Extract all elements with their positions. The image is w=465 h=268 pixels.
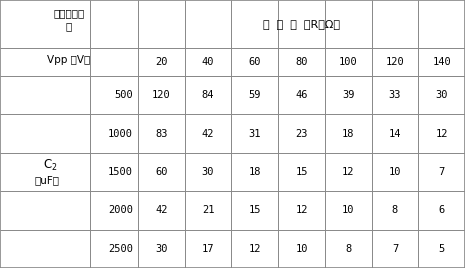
Text: 输出纹波电: 输出纹波电 [53,8,85,18]
Text: 21: 21 [202,205,214,215]
Text: 20: 20 [155,57,167,67]
Text: 2000: 2000 [108,205,133,215]
Text: 39: 39 [342,90,354,100]
Text: Vpp （V）: Vpp （V） [47,55,91,65]
Text: 30: 30 [155,244,167,254]
Text: 59: 59 [248,90,261,100]
Text: 100: 100 [339,57,358,67]
Text: 1500: 1500 [108,167,133,177]
Text: 2500: 2500 [108,244,133,254]
Text: 负  载  电  阻R（Ω）: 负 载 电 阻R（Ω） [263,19,340,29]
Text: 5: 5 [438,244,445,254]
Text: 23: 23 [295,129,308,139]
Text: 120: 120 [152,90,171,100]
Text: 120: 120 [385,57,404,67]
Text: 压: 压 [66,21,72,31]
Text: C: C [43,158,51,170]
Text: 10: 10 [342,205,354,215]
Text: 8: 8 [392,205,398,215]
Text: 14: 14 [389,129,401,139]
Text: 15: 15 [295,167,308,177]
Text: 18: 18 [248,167,261,177]
Text: 30: 30 [435,90,448,100]
Text: 17: 17 [202,244,214,254]
Text: 6: 6 [438,205,445,215]
Text: 10: 10 [389,167,401,177]
Text: 7: 7 [392,244,398,254]
Text: 12: 12 [342,167,354,177]
Text: 84: 84 [202,90,214,100]
Text: 30: 30 [202,167,214,177]
Text: 12: 12 [248,244,261,254]
Text: 83: 83 [155,129,167,139]
Text: 12: 12 [435,129,448,139]
Text: 42: 42 [155,205,167,215]
Text: 18: 18 [342,129,354,139]
Text: 60: 60 [155,167,167,177]
Text: 33: 33 [389,90,401,100]
Text: 140: 140 [432,57,451,67]
Text: 10: 10 [295,244,308,254]
Text: 80: 80 [295,57,308,67]
Text: 60: 60 [248,57,261,67]
Text: 8: 8 [345,244,352,254]
Text: 1000: 1000 [108,129,133,139]
Text: （uF）: （uF） [34,175,60,185]
Text: 40: 40 [202,57,214,67]
Text: 7: 7 [438,167,445,177]
Text: 2: 2 [52,163,57,173]
Text: 15: 15 [248,205,261,215]
Text: 46: 46 [295,90,308,100]
Text: 31: 31 [248,129,261,139]
Text: 12: 12 [295,205,308,215]
Text: 500: 500 [114,90,133,100]
Text: 42: 42 [202,129,214,139]
